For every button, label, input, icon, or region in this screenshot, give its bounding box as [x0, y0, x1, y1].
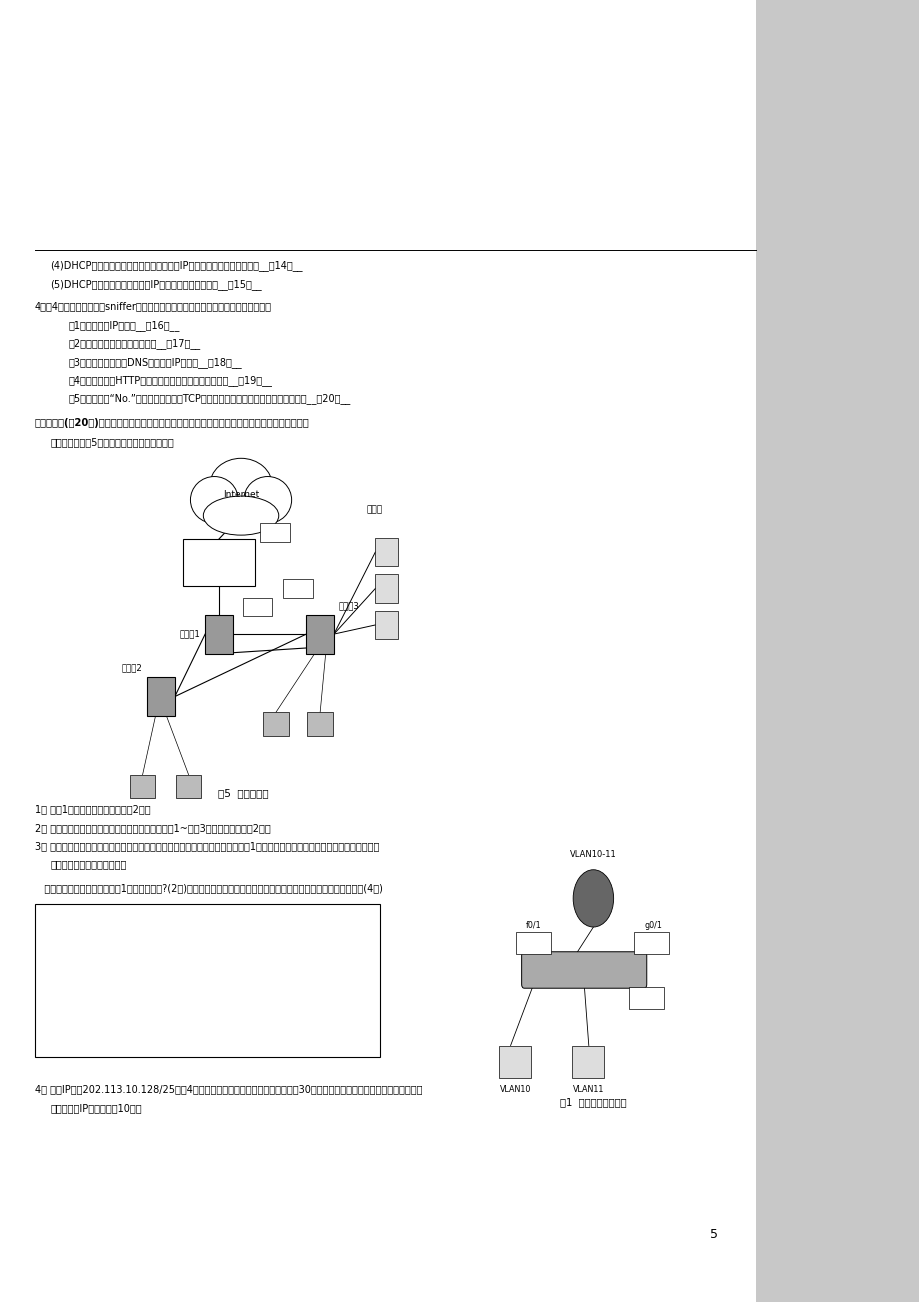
Circle shape [573, 870, 613, 927]
Text: 2） 若对整个网络实施保护，防火墙应加在图中位置1~位置3的哪个位置上？（2分）: 2） 若对整个网络实施保护，防火墙应加在图中位置1~位置3的哪个位置上？（2分） [35, 823, 270, 833]
Text: 服务器: 服务器 [366, 505, 382, 514]
Text: （1）该主机的IP地址是__〄16々__: （1）该主机的IP地址是__〄16々__ [69, 320, 180, 331]
Bar [498, 1046, 530, 1078]
Text: (4)DHCP服务器要为一个客户机分配固定的IP地址时，需要执行的操作是__〄14々__: (4)DHCP服务器要为一个客户机分配固定的IP地址时，需要执行的操作是__〄1… [51, 260, 302, 271]
Bar [375, 611, 398, 639]
FancyBboxPatch shape [516, 932, 550, 954]
Text: 3） 如果采用了入侵检测设备对进出网络的流量进行检测，并且探测器是在交换机1上通过端口镜像方式获得流量，下面是通过相关: 3） 如果采用了入侵检测设备对进出网络的流量进行检测，并且探测器是在交换机1上通… [35, 841, 379, 852]
Text: f0/1: f0/1 [526, 921, 540, 930]
Text: 位置1: 位置1 [267, 529, 282, 536]
Text: f0/6: f0/6 [643, 1000, 658, 1009]
Text: 址及可用的IP地址段。（10分）: 址及可用的IP地址段。（10分） [51, 1103, 142, 1113]
FancyBboxPatch shape [521, 952, 646, 988]
Text: 1） 设备1应选用哪种网络设备？（2分）: 1） 设备1应选用哪种网络设备？（2分） [35, 805, 151, 815]
Text: Source Ports          :: Source Ports : [44, 987, 167, 996]
Text: 位置3: 位置3 [290, 585, 305, 592]
Text: 请问探测器应该连接在交换机1的哪个端口上?(2分)除了流量镜像方式外，还可以采用什么方式来部署入侵检测探测器？(4分): 请问探测器应该连接在交换机1的哪个端口上?(2分)除了流量镜像方式外，还可以采用… [35, 883, 382, 893]
Bar [205, 615, 233, 654]
Text: 命令显示的镜像设置的信息。: 命令显示的镜像设置的信息。 [51, 859, 127, 870]
Bar [147, 677, 175, 716]
Text: Internet: Internet [222, 491, 259, 499]
Text: 图5  网络结构图: 图5 网络结构图 [218, 788, 269, 798]
Text: ........: ........ [44, 940, 87, 949]
Text: （5）根据图中“No.”栏中的信息，标示TCP连接三次握手过程完成的数据包的标号是__〄20々__: （5）根据图中“No.”栏中的信息，标示TCP连接三次握手过程完成的数据包的标号… [69, 393, 351, 404]
Bar [176, 775, 201, 798]
Bar [183, 539, 255, 586]
Text: 4） 使用IP地址202.113.10.128/25划分4个相同大小的子网，每个子网中能够容纴30台主机，请写出子网掩码、各个子网网络地: 4） 使用IP地址202.113.10.128/25划分4个相同大小的子网，每个… [35, 1085, 422, 1095]
Text: 4．图4是在一台主机上用sniffer捕获的数据包，请根据显示的信息回答下列的问题。: 4．图4是在一台主机上用sniffer捕获的数据包，请根据显示的信息回答下列的问… [35, 301, 272, 311]
Text: 交换机3: 交换机3 [338, 602, 359, 609]
Bar [307, 712, 333, 736]
Text: （2）该主机上正在浏览的网站是__〄17々__: （2）该主机上正在浏览的网站是__〄17々__ [69, 339, 201, 349]
Text: VLAN11: VLAN11 [573, 1085, 604, 1094]
Text: 三、应用题(內20分)。应用题必须用蓝、黑色钓笔或者圆珠笔写在答题纸的相应位置上，否则无效。: 三、应用题(內20分)。应用题必须用蓝、黑色钓笔或者圆珠笔写在答题纸的相应位置上… [35, 418, 310, 428]
Ellipse shape [244, 477, 291, 523]
Ellipse shape [210, 458, 272, 513]
Bar [260, 523, 289, 542]
Ellipse shape [203, 496, 278, 535]
Bar [283, 579, 312, 598]
Bar [243, 598, 272, 616]
FancyBboxPatch shape [633, 932, 668, 954]
FancyBboxPatch shape [629, 987, 664, 1009]
Text: VLAN10: VLAN10 [499, 1085, 530, 1094]
Bar [263, 712, 289, 736]
Text: 交换机2: 交换机2 [121, 664, 142, 672]
Text: 位置2: 位置2 [250, 603, 265, 611]
Ellipse shape [190, 477, 238, 523]
Text: 5: 5 [709, 1228, 717, 1241]
Bar [755, 0, 919, 1302]
Text: 图1  交换机连接示意图: 图1 交换机连接示意图 [560, 1098, 626, 1108]
Bar [375, 574, 398, 603]
Text: (5)DHCP客户机要释放已获取的IP地址时，使用的命令是__〄15々__: (5)DHCP客户机要释放已获取的IP地址时，使用的命令是__〄15々__ [51, 279, 262, 289]
Text: （4）该主机采用HTTP协议进行通信时，使用的源端口是__〄19々__: （4）该主机采用HTTP协议进行通信时，使用的源端口是__〄19々__ [69, 375, 273, 385]
Text: VLAN10-11: VLAN10-11 [570, 850, 616, 859]
Text: Destination Ports     :Gi2/16: Destination Ports :Gi2/16 [44, 1034, 199, 1043]
Bar [130, 775, 155, 798]
Bar [35, 904, 380, 1057]
Bar [375, 538, 398, 566]
Text: Session 1: Session 1 [44, 917, 93, 926]
Text: 交换机1: 交换机1 [179, 630, 200, 638]
Text: Type                  :Local Session: Type :Local Session [44, 963, 237, 973]
Text: Both              :Gi2/12: Both :Gi2/12 [44, 1010, 199, 1019]
Text: 设备1: 设备1 [210, 557, 228, 568]
Bar [306, 615, 334, 654]
Text: 某网络结构如图5所示，请回答以下有关问题。: 某网络结构如图5所示，请回答以下有关问题。 [51, 437, 175, 448]
Text: （3）该主机上设置的DNS服务器的IP地址是__〄18々__: （3）该主机上设置的DNS服务器的IP地址是__〄18々__ [69, 357, 243, 367]
Text: g0/1: g0/1 [643, 921, 662, 930]
Bar [572, 1046, 604, 1078]
